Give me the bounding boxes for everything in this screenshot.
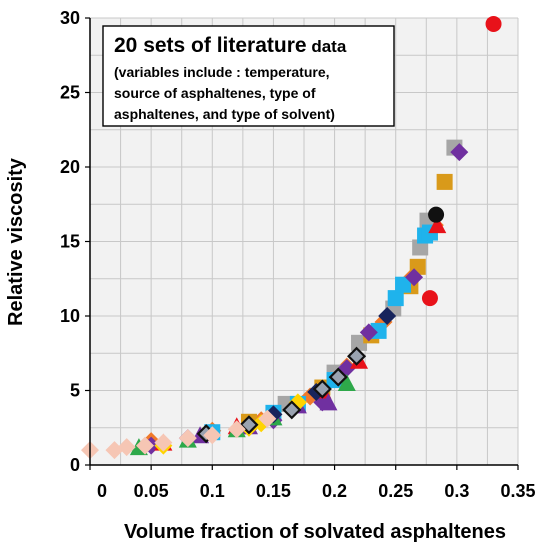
- marker-square: [436, 173, 453, 190]
- annotation-title-main: 20 sets of literature: [114, 34, 307, 57]
- annotation-title-small: data: [307, 37, 347, 56]
- marker-square: [395, 276, 412, 293]
- marker-diamond: [117, 438, 136, 457]
- marker-triangle: [428, 216, 447, 234]
- axes: 0 0.05 0.1 0.15 0.2 0.25 0.3 0.35 0 5 10 15 20 25 30: [60, 8, 536, 501]
- x-tick-label: 0.3: [444, 481, 469, 501]
- marker-diamond-outline: [312, 379, 332, 399]
- y-axis-title: Relative viscosity: [5, 157, 27, 326]
- marker-circle: [421, 290, 438, 307]
- annotation-frame: [102, 25, 395, 127]
- x-tick-label: 0: [97, 481, 107, 501]
- x-tick-label: 0.05: [134, 481, 169, 501]
- marker-diamond: [178, 429, 197, 448]
- marker-diamond-outline: [328, 367, 348, 387]
- y-tick-label: 10: [60, 306, 80, 326]
- y-tick-label: 0: [70, 455, 80, 475]
- marker-circle: [428, 206, 445, 223]
- y-tick-label: 20: [60, 157, 80, 177]
- x-axis-title: Volume fraction of solvated asphaltenes: [124, 521, 506, 543]
- marker-diamond: [359, 323, 378, 342]
- marker-diamond: [405, 268, 424, 287]
- annotation-title: 20 sets of literature data: [114, 34, 347, 57]
- marker-diamond: [450, 143, 469, 162]
- marker-triangle: [319, 393, 338, 411]
- marker-diamond-outline: [282, 400, 302, 420]
- marker-square: [351, 334, 368, 351]
- marker-diamond: [258, 409, 277, 428]
- annotation-line-2: source of asphaltenes, type of: [114, 85, 316, 101]
- x-tick-label: 0.2: [322, 481, 347, 501]
- marker-circle: [485, 15, 502, 32]
- data-points: [81, 15, 502, 460]
- x-tick-label: 0.15: [256, 481, 291, 501]
- marker-square: [387, 290, 404, 307]
- marker-triangle: [337, 374, 356, 392]
- marker-diamond: [136, 436, 155, 455]
- y-tick-label: 25: [60, 83, 80, 103]
- marker-diamond: [378, 307, 397, 325]
- y-tick-label: 30: [60, 8, 80, 28]
- x-tick-label: 0.35: [500, 481, 535, 501]
- annotation-line-1: (variables include : temperature,: [114, 64, 330, 80]
- marker-diamond-outline: [347, 346, 367, 366]
- annotation-box: 20 sets of literature data (variables in…: [102, 25, 395, 127]
- y-tick-label: 5: [70, 381, 80, 401]
- marker-diamond: [154, 433, 173, 452]
- marker-diamond: [227, 420, 246, 439]
- marker-diamond: [105, 441, 124, 460]
- marker-diamond: [203, 426, 222, 445]
- x-tick-label: 0.25: [378, 481, 413, 501]
- annotation-line-3: asphaltenes, and type of solvent): [114, 106, 335, 122]
- x-tick-label: 0.1: [200, 481, 225, 501]
- y-tick-label: 15: [60, 232, 80, 252]
